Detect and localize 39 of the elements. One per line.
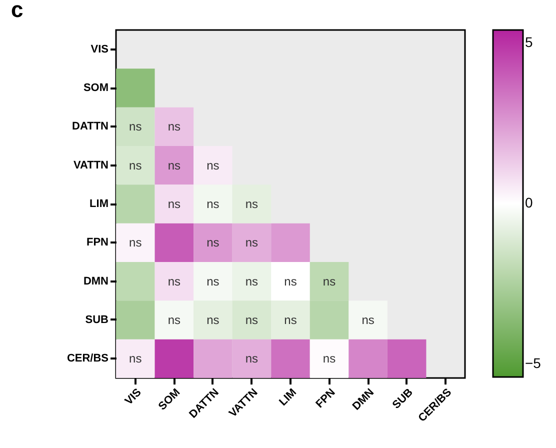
data-label: ns <box>168 158 181 172</box>
y-tick-label: LIM <box>90 198 108 210</box>
x-tick-label: LIM <box>277 386 299 408</box>
data-label: ns <box>206 197 220 211</box>
y-tick-label: CER/BS <box>66 352 108 365</box>
y-tick-label: VIS <box>90 43 108 56</box>
color-bar-label: 0 <box>525 194 533 210</box>
data-label: ns <box>206 274 220 288</box>
data-label: ns <box>284 274 297 288</box>
color-bar-label: −5 <box>525 355 542 372</box>
data-label: ns <box>245 274 258 288</box>
y-tick-label: FPN <box>86 236 109 249</box>
y-tick-label: DATTN <box>72 120 109 133</box>
y-tick-label: SOM <box>83 82 108 94</box>
data-label: ns <box>245 236 258 250</box>
data-label: ns <box>362 313 374 327</box>
x-tick-label: VIS <box>122 386 144 408</box>
data-label: ns <box>129 236 142 250</box>
data-label: ns <box>245 313 258 327</box>
data-label: ns <box>284 313 297 327</box>
data-label: ns <box>129 120 142 134</box>
y-tick-label: DMN <box>83 275 109 288</box>
data-label: ns <box>322 352 336 366</box>
y-tick-label: SUB <box>85 314 109 326</box>
color-bar-label: 5 <box>525 34 533 50</box>
y-tick-label: VATTN <box>73 159 109 172</box>
chart-title: c <box>11 0 24 22</box>
data-label: ns <box>245 197 258 211</box>
data-label: ns <box>322 274 336 288</box>
data-label: ns <box>206 313 220 327</box>
data-label: ns <box>168 313 181 327</box>
data-label: ns <box>168 274 181 288</box>
data-label: ns <box>129 158 142 172</box>
data-label: ns <box>168 197 181 211</box>
data-label: ns <box>245 352 258 366</box>
data-label: ns <box>129 352 142 366</box>
data-label: ns <box>206 158 220 172</box>
data-label: ns <box>168 120 181 134</box>
data-label: ns <box>206 236 220 250</box>
